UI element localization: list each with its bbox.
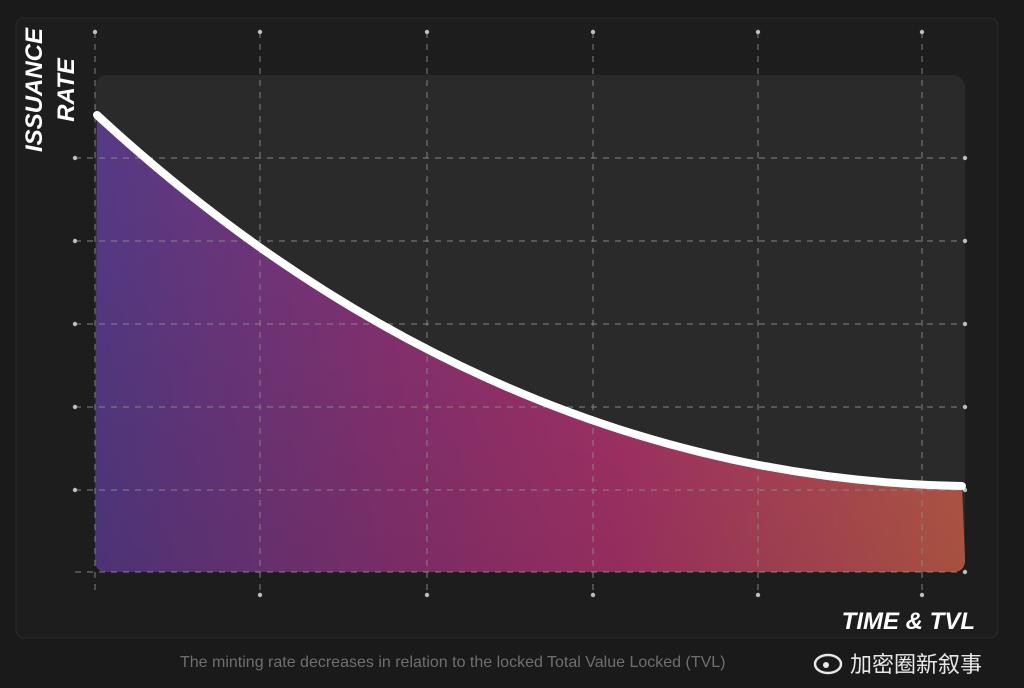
x-axis-label: TIME & TVL (842, 608, 975, 635)
dot (962, 155, 968, 161)
dot (962, 569, 968, 575)
dot (919, 592, 925, 598)
dot (919, 29, 925, 35)
dot (590, 592, 596, 598)
dot (424, 29, 430, 35)
watermark-icon (813, 653, 843, 675)
y-axis-label: RATE (53, 57, 80, 122)
dot (755, 29, 761, 35)
dot (755, 592, 761, 598)
grid (75, 32, 965, 595)
dot (424, 592, 430, 598)
dot (92, 29, 98, 35)
dot (257, 29, 263, 35)
dot (590, 29, 596, 35)
dot (72, 487, 78, 493)
curve (93, 111, 966, 490)
dot (72, 155, 78, 161)
icon-shape (813, 653, 843, 675)
area-shade (95, 115, 965, 572)
dot (962, 404, 968, 410)
dot (962, 321, 968, 327)
icon-shape (823, 662, 829, 668)
dot (72, 321, 78, 327)
dot (257, 592, 263, 598)
dot (72, 404, 78, 410)
grid-dots (72, 29, 968, 598)
dot (962, 238, 968, 244)
watermark: 加密圈新叙事 (850, 652, 982, 677)
dot (72, 238, 78, 244)
y-axis-label: ISSUANCE (21, 27, 48, 152)
caption: The minting rate decreases in relation t… (180, 654, 725, 671)
